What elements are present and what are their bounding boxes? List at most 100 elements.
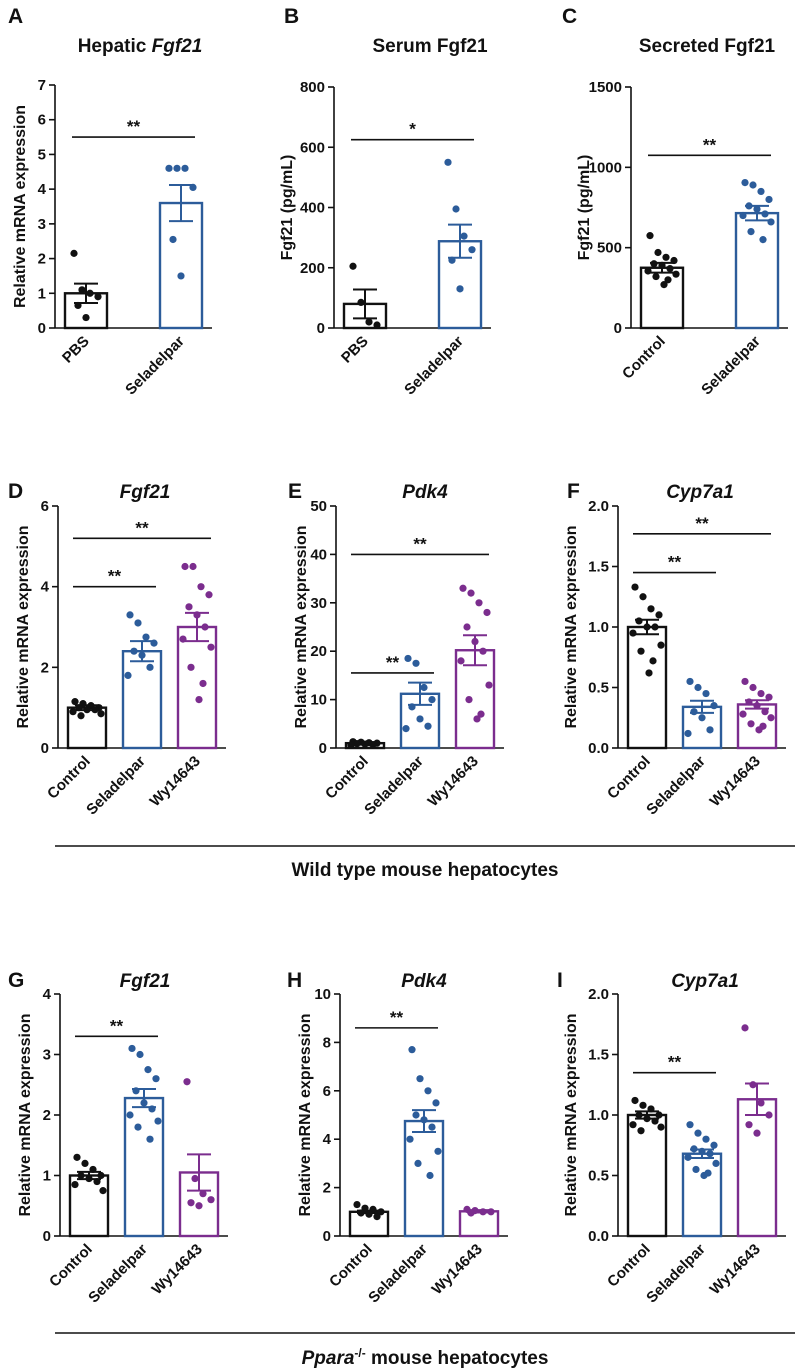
y-axis-label: Relative mRNA expression [297, 1013, 314, 1216]
data-point [757, 187, 765, 196]
data-point [86, 289, 94, 297]
y-axis-label: Relative mRNA expression [563, 525, 580, 728]
category-label: Control [326, 1241, 376, 1291]
y-tick-label: 800 [300, 79, 325, 96]
significance-label: ** [703, 135, 717, 154]
category-label: Control [619, 333, 669, 383]
category-label: Control [44, 753, 94, 803]
data-point [631, 1096, 639, 1105]
category-label: Wy14643 [147, 753, 204, 810]
data-point [753, 205, 761, 213]
data-point [690, 1145, 698, 1153]
data-point [361, 1204, 369, 1212]
category-label: PBS [338, 333, 372, 367]
data-point [199, 1190, 207, 1198]
panel-letter: G [8, 969, 24, 992]
group-label-ppara-knockout: Ppara-/- mouse hepatocytes [302, 1346, 549, 1369]
panel-g: G Fgf21 0 1 2 3 4 Relative mRNA expression Contr… [8, 969, 228, 1306]
data-point [412, 659, 420, 667]
panel-letter: E [288, 480, 302, 503]
y-tick-label: 10 [310, 692, 327, 709]
y-tick-label: 1.5 [588, 559, 609, 576]
panel-letter: F [567, 480, 580, 503]
data-point [747, 228, 755, 236]
data-point [666, 264, 674, 273]
y-tick-label: 600 [300, 139, 325, 156]
data-point [761, 210, 769, 218]
y-axis-label: Relative mRNA expression [17, 1013, 34, 1216]
data-point [468, 246, 476, 254]
data-point [639, 1101, 647, 1109]
y-axis-label: Relative mRNA expression [293, 525, 310, 728]
data-point [428, 696, 436, 704]
data-point [698, 1147, 706, 1155]
y-tick-label: 4 [38, 181, 47, 198]
data-point [637, 1127, 645, 1135]
y-tick-label: 10 [314, 986, 331, 1003]
panel-title: Pdk4 [401, 971, 447, 992]
panels: A Hepatic Fgf21 0 1 2 3 4 5 6 7 Relative mRNA expr… [8, 5, 788, 1306]
data-point [745, 1121, 753, 1129]
y-tick-label: 0.5 [588, 1168, 609, 1185]
panel-c: C Secreted Fgf21 0 500 1000 1500 Fgf21 (pg/mL)… [562, 5, 788, 398]
data-point [487, 1208, 495, 1216]
data-point [463, 623, 471, 631]
data-point [81, 1159, 89, 1167]
data-point [412, 1111, 420, 1119]
y-tick-label: 3 [38, 216, 46, 233]
data-point [365, 1210, 373, 1218]
significance-label: ** [127, 117, 141, 136]
data-point [471, 637, 479, 646]
y-tick-label: 40 [310, 546, 327, 563]
data-point [191, 1174, 199, 1183]
data-point [136, 1050, 144, 1059]
bar-wy14643 [736, 1098, 778, 1238]
data-point [651, 1117, 659, 1125]
data-point [353, 1200, 361, 1209]
data-point [207, 643, 215, 651]
data-point [741, 677, 749, 686]
data-point [126, 1111, 134, 1119]
category-label: PBS [59, 333, 93, 367]
data-point [652, 272, 660, 281]
data-point [452, 205, 460, 213]
data-point [165, 164, 173, 172]
data-point [684, 1153, 692, 1161]
data-point [645, 669, 653, 677]
data-point [77, 712, 85, 720]
data-point [197, 583, 205, 591]
data-point [187, 1199, 195, 1207]
data-point [83, 706, 91, 714]
data-point [357, 298, 365, 306]
y-tick-label: 8 [323, 1034, 331, 1051]
y-tick-label: 0 [614, 320, 622, 337]
y-tick-label: 2.0 [588, 986, 609, 1003]
category-label: Control [604, 1241, 654, 1291]
significance-label: ** [668, 1053, 682, 1072]
data-point [183, 1078, 191, 1086]
panel-title: Secreted Fgf21 [639, 36, 776, 57]
panel-letter: D [8, 480, 23, 503]
panel-letter: C [562, 5, 577, 28]
data-point [684, 729, 692, 738]
category-label: Seladelpar [122, 333, 188, 399]
y-tick-label: 0 [323, 1228, 331, 1245]
y-tick-label: 0.0 [588, 740, 609, 757]
data-point [739, 710, 747, 718]
y-tick-label: 2 [43, 1107, 51, 1124]
category-label: Seladelpar [643, 753, 709, 819]
data-point [765, 1111, 773, 1119]
data-point [97, 710, 105, 718]
data-point [485, 681, 493, 689]
data-point [635, 1111, 643, 1119]
y-tick-label: 1.0 [588, 1107, 609, 1124]
data-point [658, 261, 666, 269]
data-point [767, 218, 775, 226]
group-ppara-knockout: Ppara-/- mouse hepatocytes [55, 1332, 795, 1369]
panel-title: Hepatic Fgf21 [78, 36, 203, 57]
data-point [467, 1209, 475, 1217]
category-label: Control [604, 753, 654, 803]
data-point [181, 562, 189, 571]
data-point [647, 1105, 655, 1113]
